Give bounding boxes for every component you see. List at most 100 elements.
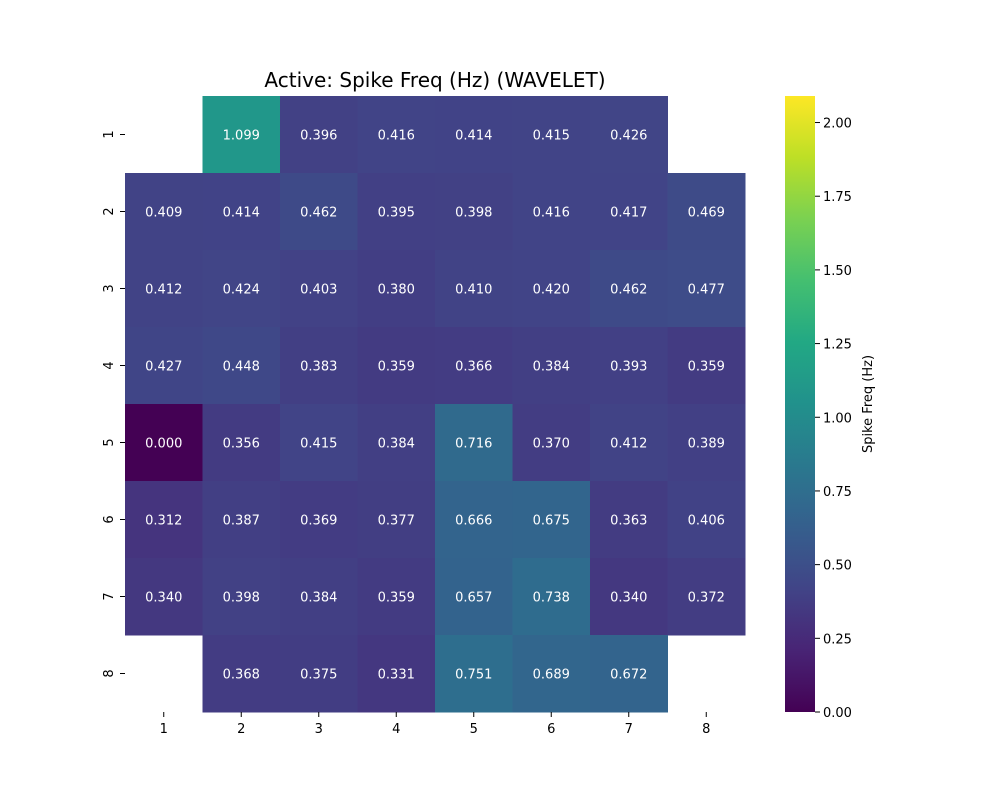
heatmap-cell bbox=[667, 404, 746, 482]
y-tick-label: 5 bbox=[102, 438, 117, 446]
cell-value-label: 0.356 bbox=[223, 437, 260, 452]
heatmap-cell bbox=[512, 404, 591, 482]
y-axis: 1 2 3 4 5 6 7 8 bbox=[102, 130, 125, 678]
x-tick-label: 3 bbox=[315, 722, 323, 737]
heatmap-cell bbox=[435, 96, 513, 174]
cell-value-label: 0.359 bbox=[688, 360, 725, 375]
heatmap-cell bbox=[667, 558, 746, 636]
cell-value-label: 0.420 bbox=[533, 283, 570, 298]
x-tick-label: 6 bbox=[547, 722, 555, 737]
cell-value-label: 0.416 bbox=[378, 129, 415, 144]
heatmap-cell bbox=[590, 404, 668, 482]
heatmap-cell bbox=[202, 481, 281, 559]
heatmap-cell bbox=[202, 558, 281, 636]
heatmap-cell bbox=[125, 558, 203, 636]
cell-value-label: 0.415 bbox=[300, 437, 337, 452]
heatmap-cell bbox=[512, 481, 591, 559]
cell-value-label: 0.368 bbox=[223, 668, 260, 683]
y-tick-label: 8 bbox=[102, 669, 117, 677]
x-tick-label: 2 bbox=[237, 722, 245, 737]
heatmap-cell bbox=[590, 250, 668, 328]
heatmap-cell bbox=[357, 558, 436, 636]
cell-value-label: 0.359 bbox=[378, 591, 415, 606]
cell-value-label: 0.414 bbox=[223, 206, 260, 221]
y-tick-label: 3 bbox=[102, 284, 117, 292]
cell-value-label: 0.716 bbox=[455, 437, 492, 452]
y-tick-label: 1 bbox=[102, 130, 117, 138]
cell-value-label: 0.403 bbox=[300, 283, 337, 298]
cell-value-label: 0.477 bbox=[688, 283, 725, 298]
heatmap-cell bbox=[435, 558, 513, 636]
cell-value-label: 0.657 bbox=[455, 591, 492, 606]
cell-value-label: 0.415 bbox=[533, 129, 570, 144]
x-tick-label: 5 bbox=[470, 722, 478, 737]
colorbar bbox=[785, 96, 815, 712]
heatmap-cell bbox=[280, 558, 358, 636]
cell-value-label: 0.340 bbox=[145, 591, 182, 606]
heatmap-cell bbox=[667, 250, 746, 328]
cell-value-label: 0.426 bbox=[610, 129, 647, 144]
heatmap-cell bbox=[590, 558, 668, 636]
cell-value-label: 0.340 bbox=[610, 591, 647, 606]
heatmap-cell bbox=[512, 635, 591, 713]
colorbar-tick-label: 1.25 bbox=[823, 338, 852, 353]
cell-value-label: 0.375 bbox=[300, 668, 337, 683]
cell-value-label: 0.396 bbox=[300, 129, 337, 144]
heatmap-cell bbox=[202, 96, 281, 174]
cell-value-label: 0.380 bbox=[378, 283, 415, 298]
cell-value-label: 0.398 bbox=[455, 206, 492, 221]
cell-value-label: 0.372 bbox=[688, 591, 725, 606]
heatmap-cell bbox=[590, 327, 668, 405]
cell-value-label: 0.675 bbox=[533, 514, 570, 529]
cell-value-label: 0.384 bbox=[378, 437, 415, 452]
cell-value-label: 0.462 bbox=[300, 206, 337, 221]
cell-value-label: 0.395 bbox=[378, 206, 415, 221]
cell-value-label: 0.412 bbox=[610, 437, 647, 452]
cell-value-label: 0.389 bbox=[688, 437, 725, 452]
heatmap-cell bbox=[590, 173, 668, 251]
cell-value-label: 0.363 bbox=[610, 514, 647, 529]
heatmap-cell bbox=[202, 635, 281, 713]
cell-value-label: 0.384 bbox=[300, 591, 337, 606]
cell-value-label: 0.393 bbox=[610, 360, 647, 375]
heatmap-cell bbox=[512, 96, 591, 174]
y-tick-label: 6 bbox=[102, 515, 117, 523]
heatmap-cell bbox=[512, 327, 591, 405]
heatmap-cell bbox=[590, 481, 668, 559]
colorbar-ticks: 0.00 0.25 0.50 0.75 1.00 1.25 1.50 1.75 2.00 bbox=[815, 117, 852, 721]
colorbar-tick-label: 1.50 bbox=[823, 264, 852, 279]
y-tick-label: 2 bbox=[102, 207, 117, 215]
x-tick-label: 4 bbox=[392, 722, 400, 737]
chart-title: Active: Spike Freq (Hz) (WAVELET) bbox=[264, 68, 605, 92]
colorbar-label: Spike Freq (Hz) bbox=[861, 355, 876, 453]
heatmap-cell bbox=[590, 96, 668, 174]
heatmap-cell bbox=[512, 250, 591, 328]
cell-value-label: 0.448 bbox=[223, 360, 260, 375]
cell-value-label: 0.398 bbox=[223, 591, 260, 606]
y-tick-label: 7 bbox=[102, 592, 117, 600]
cell-value-label: 0.312 bbox=[145, 514, 182, 529]
cell-value-label: 0.369 bbox=[300, 514, 337, 529]
heatmap-cell bbox=[125, 481, 203, 559]
heatmap-cell bbox=[512, 558, 591, 636]
cell-value-label: 0.412 bbox=[145, 283, 182, 298]
heatmap-cell bbox=[667, 481, 746, 559]
heatmap-cell bbox=[280, 481, 358, 559]
cell-value-label: 0.414 bbox=[455, 129, 492, 144]
heatmap-cell bbox=[202, 250, 281, 328]
heatmap-cell bbox=[280, 173, 358, 251]
colorbar-tick-label: 0.00 bbox=[823, 706, 852, 721]
cell-value-label: 0.469 bbox=[688, 206, 725, 221]
cell-value-label: 0.359 bbox=[378, 360, 415, 375]
heatmap-cell bbox=[435, 250, 513, 328]
cell-value-label: 0.331 bbox=[378, 668, 415, 683]
heatmap-cell bbox=[280, 327, 358, 405]
heatmap-cell bbox=[357, 327, 436, 405]
cell-value-label: 0.387 bbox=[223, 514, 260, 529]
heatmap-cell bbox=[280, 250, 358, 328]
x-tick-label: 1 bbox=[160, 722, 168, 737]
heatmap-cell bbox=[357, 404, 436, 482]
heatmap-cell bbox=[125, 327, 203, 405]
cell-value-label: 0.738 bbox=[533, 591, 570, 606]
y-tick-label: 4 bbox=[102, 361, 117, 369]
